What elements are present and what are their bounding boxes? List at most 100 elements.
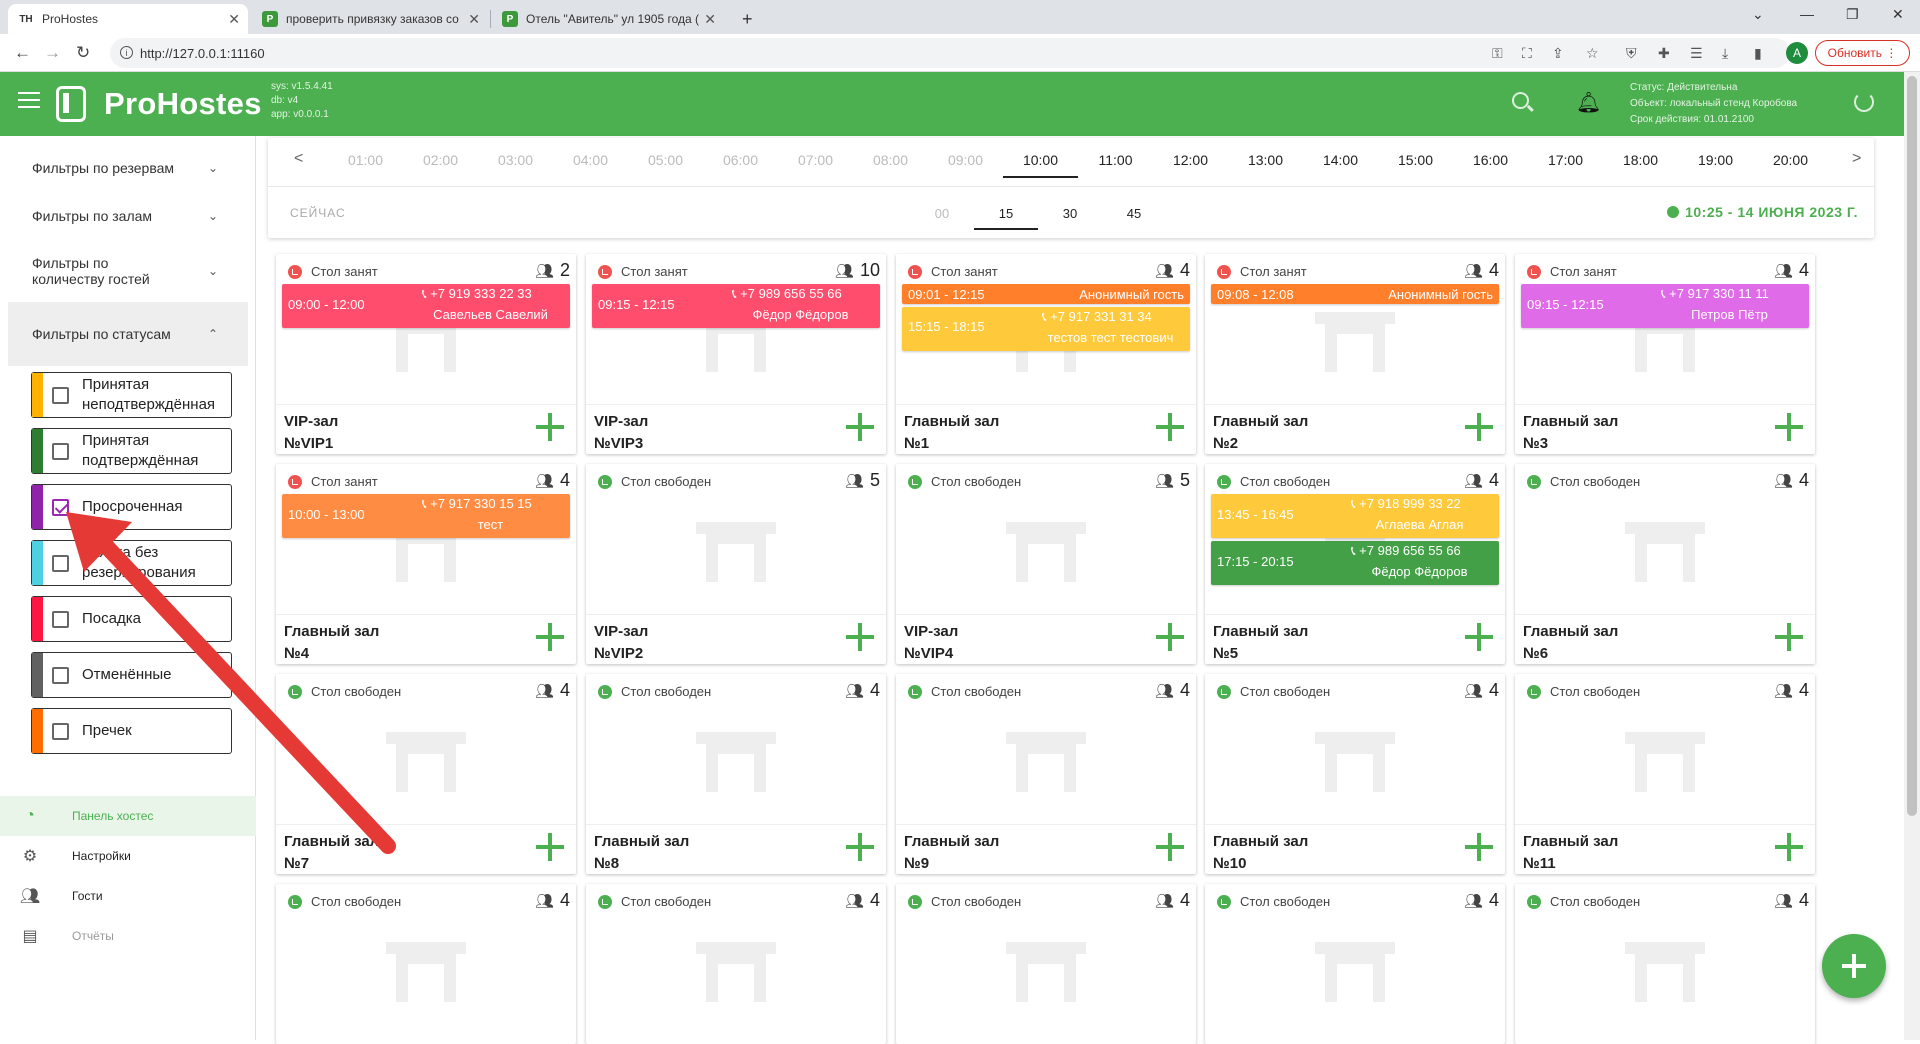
search-icon[interactable] — [1512, 92, 1529, 109]
chevron-left-icon[interactable]: < — [294, 150, 304, 167]
status-filter-4[interactable]: Заявка без резервирования — [31, 540, 232, 586]
tab-search-icon[interactable]: ⌄ — [1752, 6, 1764, 22]
hour-option[interactable]: 16:00 — [1472, 152, 1509, 168]
hour-option[interactable]: 11:00 — [1098, 152, 1133, 168]
table-card[interactable]: Стол свободен 👥︎ 4 Главный зал №8 — [586, 674, 886, 874]
table-card[interactable]: Стол свободен 👥︎ 4 Главный зал №7 — [276, 674, 576, 874]
filter-group-reservations[interactable]: Фильтры по резервам ⌄ — [8, 148, 248, 188]
table-card[interactable]: Стол занят 👥︎ 4 09:15 - 12:15 📞︎ +7 917 330 … — [1515, 254, 1815, 454]
status-checkbox[interactable] — [52, 443, 69, 460]
reading-list-icon[interactable]: ☰ — [1690, 45, 1703, 61]
hour-option[interactable]: 04:00 — [572, 152, 609, 168]
hour-option[interactable]: 08:00 — [872, 152, 909, 168]
status-filter-3[interactable]: Просроченная — [31, 484, 232, 530]
status-filter-1[interactable]: Принятая неподтверждённая — [31, 372, 232, 418]
nav-item-3[interactable]: 👥︎ Гости — [0, 876, 256, 916]
table-card[interactable]: Стол занят 👥︎ 2 09:00 - 12:00 📞︎ +7 919 333 … — [276, 254, 576, 454]
key-icon[interactable]: ⚿ — [1492, 45, 1503, 61]
filter-group-statuses[interactable]: Фильтры по статусам ⌃ — [8, 302, 248, 366]
minute-option[interactable]: 00 — [934, 206, 950, 221]
table-card[interactable]: Стол занят 👥︎ 4 10:00 - 13:00 📞︎ +7 917 330 … — [276, 464, 576, 664]
add-reservation-button[interactable] — [1465, 833, 1493, 861]
table-card[interactable]: Стол занят 👥︎ 4 09:08 - 12:08 Анонимный гост… — [1205, 254, 1505, 454]
browser-tab-hotel[interactable]: P Отель "Авитель" ул 1905 года ( ✕ — [492, 4, 724, 34]
add-reservation-button[interactable] — [1775, 833, 1803, 861]
reservation-block[interactable]: 09:00 - 12:00 📞︎ +7 919 333 22 33 Савельев… — [282, 284, 570, 328]
table-card[interactable]: Стол свободен 👥︎ 4 — [896, 884, 1196, 1044]
add-reservation-button[interactable] — [536, 623, 564, 651]
status-checkbox[interactable] — [52, 611, 69, 628]
nav-item-1[interactable]: ◔ Панель хостес — [0, 796, 256, 836]
nav-item-2[interactable]: ⚙ Настройки — [0, 836, 256, 876]
hour-option[interactable]: 20:00 — [1772, 152, 1809, 168]
hour-option[interactable]: 01:00 — [347, 152, 384, 168]
add-reservation-button[interactable] — [846, 623, 874, 651]
hour-option[interactable]: 09:00 — [947, 152, 984, 168]
status-checkbox[interactable] — [52, 555, 69, 572]
hour-option[interactable]: 15:00 — [1397, 152, 1434, 168]
reservation-block[interactable]: 10:00 - 13:00 📞︎ +7 917 330 15 15 тест — [282, 494, 570, 538]
refresh-icon[interactable] — [1854, 92, 1874, 112]
download-icon[interactable]: ⤓ — [1722, 45, 1729, 61]
hour-option[interactable]: 18:00 — [1622, 152, 1659, 168]
add-reservation-button[interactable] — [1156, 833, 1184, 861]
hour-option[interactable]: 05:00 — [647, 152, 684, 168]
puzzle-extension-icon[interactable]: ✚ — [1658, 45, 1670, 61]
reservation-block[interactable]: 09:08 - 12:08 Анонимный гость — [1211, 284, 1499, 304]
translate-icon[interactable]: ⛶ — [1522, 45, 1532, 61]
page-scrollbar[interactable] — [1904, 72, 1920, 1040]
browser-tab-prohostes[interactable]: TH ProHostes ✕ — [8, 4, 248, 34]
status-filter-7[interactable]: Пречек — [31, 708, 232, 754]
hour-option[interactable]: 17:00 — [1547, 152, 1584, 168]
share-icon[interactable]: ⇪ — [1552, 45, 1564, 61]
reservation-block[interactable]: 09:15 - 12:15 📞︎ +7 989 656 55 66 Фёдор Фё… — [592, 284, 880, 328]
hour-option[interactable]: 06:00 — [722, 152, 759, 168]
hour-option[interactable]: 13:00 — [1247, 152, 1284, 168]
hour-option[interactable]: 14:00 — [1322, 152, 1359, 168]
add-reservation-button[interactable] — [1775, 413, 1803, 441]
add-reservation-button[interactable] — [1156, 413, 1184, 441]
minute-option[interactable]: 15 — [974, 206, 1038, 230]
reservation-block[interactable]: 17:15 - 20:15 📞︎ +7 989 656 55 66 Фёдор Фё… — [1211, 541, 1499, 585]
new-tab-button[interactable]: + — [742, 8, 753, 29]
add-reservation-button[interactable] — [846, 833, 874, 861]
add-reservation-fab[interactable] — [1822, 934, 1886, 998]
filter-group-guests[interactable]: Фильтры по количеству гостей ⌄ — [8, 246, 248, 296]
update-browser-button[interactable]: Обновить ⋮ — [1815, 40, 1910, 66]
hour-option[interactable]: 12:00 — [1172, 152, 1209, 168]
forward-icon[interactable]: → — [44, 43, 61, 62]
browser-tab-orders[interactable]: P проверить привязку заказов со ✕ — [252, 4, 488, 34]
close-window-icon[interactable]: ✕ — [1892, 6, 1904, 22]
hour-option[interactable]: 07:00 — [797, 152, 834, 168]
table-card[interactable]: Стол свободен 👥︎ 4 — [586, 884, 886, 1044]
reservation-block[interactable]: 09:01 - 12:15 Анонимный гость — [902, 284, 1190, 304]
now-button[interactable]: СЕЙЧАС — [290, 206, 346, 220]
table-card[interactable]: Стол занят 👥︎ 4 09:01 - 12:15 Анонимный гост… — [896, 254, 1196, 454]
hour-option[interactable]: 10:00 — [1003, 152, 1078, 178]
address-bar[interactable]: i http://127.0.0.1:11160 — [110, 38, 1790, 68]
table-card[interactable]: Стол свободен 👥︎ 4 Главный зал №10 — [1205, 674, 1505, 874]
reservation-block[interactable]: 15:15 - 18:15 📞︎ +7 917 331 31 34 тестов т… — [902, 307, 1190, 351]
status-checkbox[interactable] — [52, 499, 69, 516]
add-reservation-button[interactable] — [1156, 623, 1184, 651]
add-reservation-button[interactable] — [1465, 623, 1493, 651]
status-checkbox[interactable] — [52, 723, 69, 740]
table-card[interactable]: Стол свободен 👥︎ 4 Главный зал №9 — [896, 674, 1196, 874]
profile-avatar[interactable]: A — [1786, 42, 1808, 64]
status-checkbox[interactable] — [52, 387, 69, 404]
table-card[interactable]: Стол свободен 👥︎ 5 VIP-зал №VIP4 — [896, 464, 1196, 664]
side-panel-icon[interactable]: ▮ — [1754, 45, 1762, 61]
table-card[interactable]: Стол свободен 👥︎ 4 Главный зал №6 — [1515, 464, 1815, 664]
table-card[interactable]: Стол занят 👥︎ 10 09:15 - 12:15 📞︎ +7 989 656… — [586, 254, 886, 454]
menu-icon[interactable] — [18, 92, 40, 108]
close-tab-icon[interactable]: ✕ — [228, 10, 240, 27]
minute-option[interactable]: 30 — [1062, 206, 1078, 221]
reservation-block[interactable]: 13:45 - 16:45 📞︎ +7 918 999 33 22 Аглаева … — [1211, 494, 1499, 538]
add-reservation-button[interactable] — [536, 833, 564, 861]
table-card[interactable]: Стол свободен 👥︎ 4 — [1515, 884, 1815, 1044]
minimize-icon[interactable]: — — [1800, 6, 1814, 22]
bookmark-star-icon[interactable]: ☆ — [1586, 45, 1599, 61]
chevron-right-icon[interactable]: > — [1852, 150, 1862, 167]
add-reservation-button[interactable] — [1775, 623, 1803, 651]
close-tab-icon[interactable]: ✕ — [704, 10, 716, 27]
